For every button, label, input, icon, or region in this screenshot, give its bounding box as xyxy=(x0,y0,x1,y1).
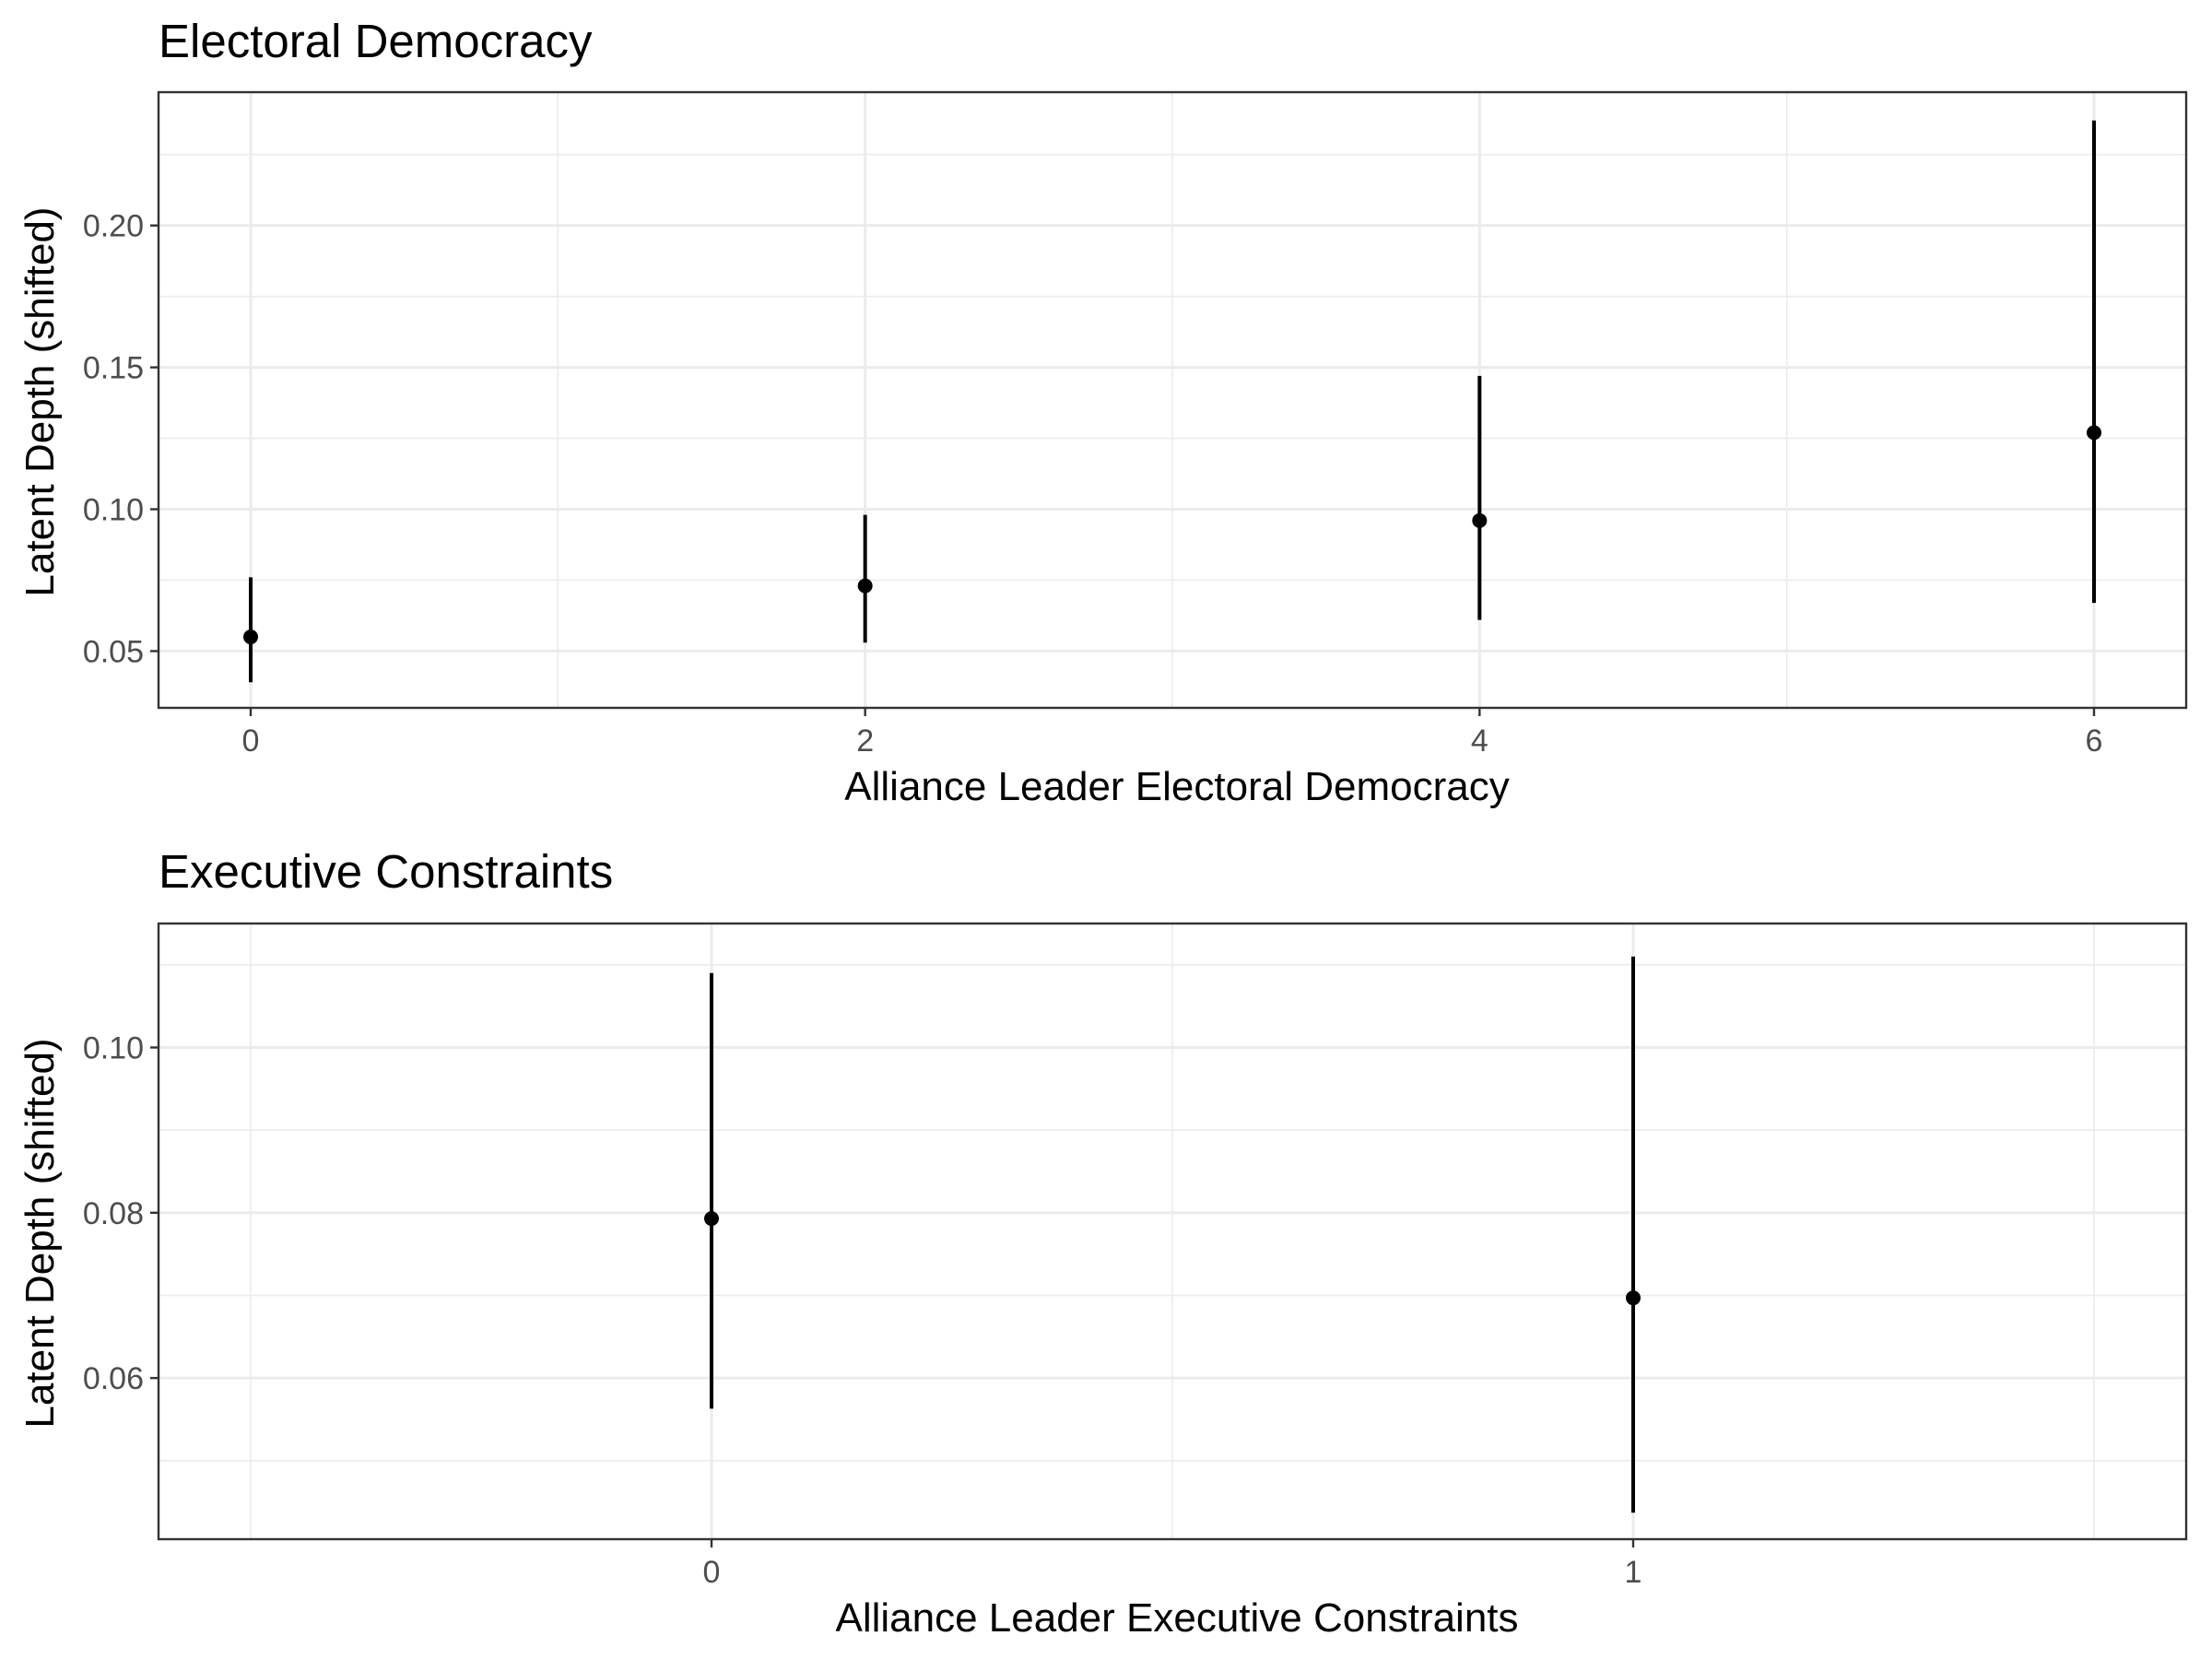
x-tick-label: 6 xyxy=(2086,724,2103,759)
y-tick-label: 0.15 xyxy=(83,351,144,386)
x-tick-label: 2 xyxy=(856,724,874,759)
y-tick-label: 0.05 xyxy=(83,634,144,669)
panel-title: Electoral Democracy xyxy=(159,15,593,67)
y-axis-ticks: 0.05 0.10 0.15 0.20 xyxy=(83,209,159,669)
x-tick-label: 0 xyxy=(703,1555,721,1590)
error-bars xyxy=(704,956,1641,1513)
point-estimate xyxy=(243,629,258,645)
y-axis-ticks: 0.06 0.08 0.10 xyxy=(83,1030,159,1396)
x-axis-title: Alliance Leader Executive Constraints xyxy=(835,1595,1518,1641)
plot-frame xyxy=(157,90,2188,710)
grid xyxy=(159,924,2186,1539)
y-tick-label: 0.06 xyxy=(83,1361,144,1396)
grid xyxy=(159,92,2186,708)
x-tick-label: 0 xyxy=(242,724,260,759)
point-estimate xyxy=(2087,425,2101,441)
point-estimate xyxy=(704,1211,719,1227)
panel-title: Executive Constraints xyxy=(159,845,613,898)
point-estimate xyxy=(1472,512,1488,528)
y-axis-title: Latent Depth (shifted) xyxy=(18,1038,63,1428)
y-tick-label: 0.20 xyxy=(83,209,144,244)
x-tick-label: 1 xyxy=(1625,1555,1642,1590)
x-tick-label: 4 xyxy=(1471,724,1488,759)
point-estimate xyxy=(857,578,873,594)
y-tick-label: 0.10 xyxy=(83,493,144,528)
y-tick-label: 0.10 xyxy=(83,1030,144,1065)
error-bars xyxy=(243,120,2101,683)
plot-frame xyxy=(157,922,2188,1541)
y-tick-label: 0.08 xyxy=(83,1196,144,1231)
x-axis-ticks: 0 2 4 6 xyxy=(242,708,2103,759)
x-axis-title: Alliance Leader Electoral Democracy xyxy=(844,764,1509,809)
y-axis-title: Latent Depth (shifted) xyxy=(18,206,63,596)
point-estimate xyxy=(1626,1290,1641,1306)
panel-electoral-democracy: Electoral Democracy 0.05 0.10 0.15 0.20 0 2 4… xyxy=(18,15,2188,809)
